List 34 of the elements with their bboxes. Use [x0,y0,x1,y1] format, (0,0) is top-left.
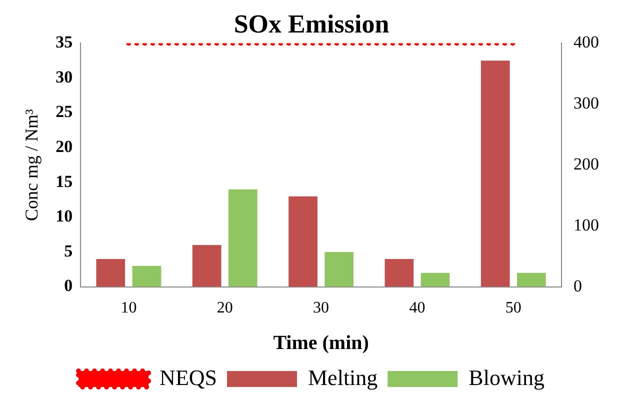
legend-label: NEQS [160,364,218,390]
legend-label: Blowing [468,364,544,390]
y-tick-label: 15 [56,172,73,191]
bar [420,272,450,287]
y2-tick-label: 0 [574,276,582,296]
x-tick-label: 50 [505,300,522,317]
bar [96,258,126,287]
bar [480,60,510,287]
y2-tick-label: 400 [574,32,599,52]
y2-tick-label: 100 [574,215,599,234]
y-tick-label: 20 [56,136,73,156]
bar [384,258,414,287]
y-tick-label: 35 [56,32,73,52]
y2-tick-label: 200 [574,154,599,174]
y2-tick-label: 300 [574,94,599,113]
y-tick-label: 10 [56,206,73,226]
y-tick-label: 25 [56,102,73,122]
bar [324,252,354,287]
y-tick-label: 0 [64,276,73,296]
x-tick-label: 40 [409,300,426,317]
y-axis-title: Conc mg / Nm³ [22,108,42,221]
x-tick-label: 10 [120,300,137,317]
legend-label: Melting [308,364,378,390]
x-tick-label: 30 [313,300,330,317]
bar [192,245,222,287]
y-tick-label: 5 [64,241,73,260]
chart-title: SOx Emission [234,9,390,38]
bar [288,196,318,287]
bar [517,272,546,287]
bar [228,189,258,287]
x-axis-title: Time (min) [273,332,369,354]
bar [132,266,162,287]
y-tick-label: 30 [56,67,73,86]
x-tick-label: 20 [216,300,233,317]
